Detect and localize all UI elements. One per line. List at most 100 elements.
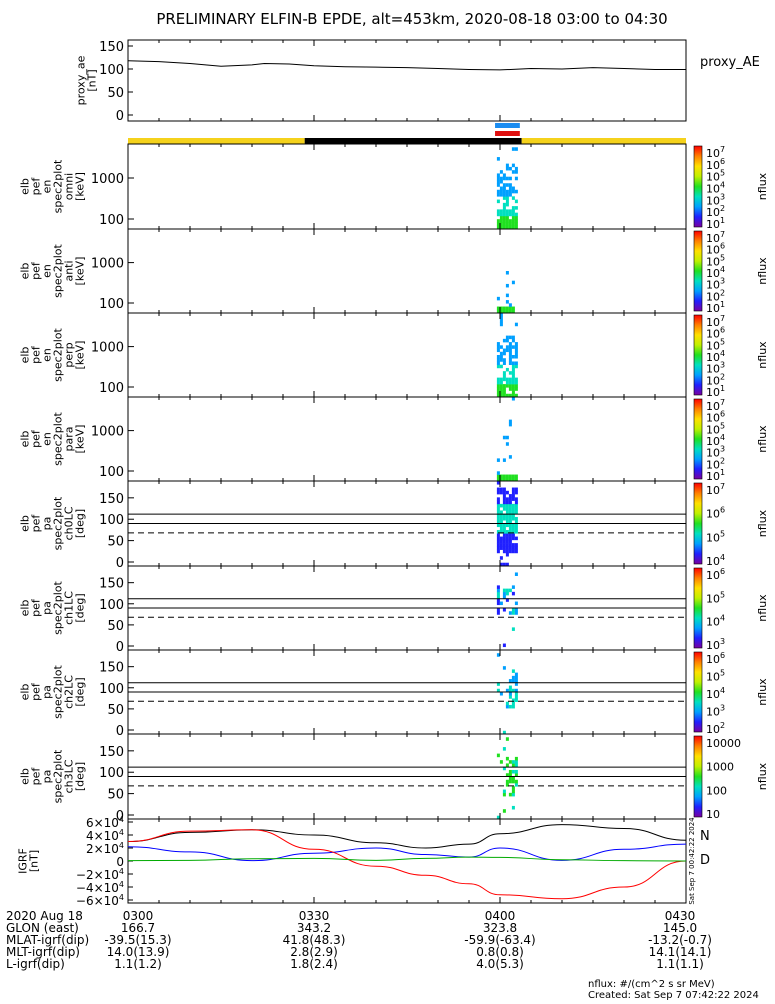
spectrogram-cell [505,546,509,550]
y-tick-label: 0 [116,724,124,739]
spectrogram-cell [502,526,506,531]
spectrogram-cell [502,186,506,191]
spectrogram-cell [496,364,500,369]
spectrogram-cell [499,546,503,550]
y-axis-label-line: pef [30,177,43,196]
spectrogram-cell [496,653,500,657]
spectrogram-cell [496,608,500,612]
spectrogram-cell [502,595,506,599]
spectrogram-cell [505,779,509,784]
y-axis-label-line: elb [19,515,32,532]
spectrogram-cell [496,503,500,508]
spectrogram-cell [514,536,518,541]
y-tick-label: 150 [99,492,124,507]
spectrogram-cell [502,792,506,797]
spectrogram-cell [514,760,518,764]
spectrogram-cell [514,779,518,784]
spectrogram-cell [508,685,512,690]
spectrogram-cell [505,193,509,197]
igrf-line-n [127,843,687,862]
spectrogram-cell [496,588,500,593]
spectrogram-cell [514,199,518,204]
colorbar [693,651,703,733]
y-axis-label-line: elb [19,600,32,617]
spectrogram-cell [511,474,515,479]
spectrogram-cell [508,611,512,615]
spectrogram-cell [508,539,512,544]
spectrogram-cell [511,513,515,518]
spectrogram-cell [502,546,506,550]
x-axis-tick-value: 0400 [485,909,516,923]
spectrogram-cell [508,393,512,398]
spectrogram-cell [502,549,506,554]
spectrogram-cell [514,773,518,777]
spectrogram-cell [508,225,512,230]
spectrogram-cell [505,380,509,385]
y-axis-label-line: spec2plot [52,412,65,466]
spectrogram-cell [502,377,506,382]
colorbar-tick-label: 101 [706,216,725,231]
spectrogram-cell [505,442,509,446]
x-axis-tick-value: 166.7 [121,921,155,935]
spectrogram-cell [508,704,512,709]
spectrogram-cell [496,598,500,602]
spectrogram-cell [508,384,512,388]
spectrogram-cell [508,510,512,514]
spectrogram-cell [499,487,503,492]
igrf-line-black [127,824,687,849]
y-axis-label-line: spec2plot [52,665,65,719]
colorbar [693,482,703,565]
x-axis-tick-value: 343.2 [297,921,331,935]
legend-d: D [700,853,710,868]
colorbar-tick-label: 103 [706,704,725,719]
spectrogram-cell [514,219,518,223]
x-axis-tick-value: 145.0 [663,921,697,935]
spectrogram-cell [511,779,515,784]
spectrogram-cell [499,189,503,194]
spectrogram-cell [496,342,500,346]
spectrogram-cell [508,760,512,764]
y-tick-label: 100 [99,766,124,781]
spectrogram-cell [502,494,506,498]
spectrogram-cell [514,688,518,693]
spectrogram-cell [499,543,503,547]
y-axis-label-line: pef [30,598,43,617]
spectrogram-cell [511,306,515,311]
spectrogram-cell [502,500,506,505]
spectrogram-cell [514,176,518,181]
spectrogram-cell [514,695,518,699]
spectrogram-cell [505,588,509,593]
spectrogram-cell [496,487,500,492]
spectrogram-cell [505,212,509,217]
spectrogram-cell [514,212,518,217]
spectrogram-cell [514,380,518,385]
colorbar-tick-label: 107 [706,398,725,413]
plot-background [128,229,686,313]
y-axis-label-line: [keV] [74,172,87,201]
spectrogram-cell [514,170,518,174]
spectrogram-cell [496,543,500,547]
spectrogram-cell [514,474,518,479]
x-axis-tick-value: -39.5(15.3) [104,933,171,947]
spectrogram-cell [505,309,509,314]
spectrogram-cell [502,666,506,670]
spectrogram-cell [514,682,518,686]
colorbar-tick-label: 107 [706,314,725,329]
y-tick-label: 0 [116,640,124,655]
y-axis-label-line: ch1LC [63,591,76,625]
colorbar-tick-label: 10000 [706,737,741,750]
spectrogram-cell [505,737,509,741]
spectrogram-cell [505,300,509,304]
spectrogram-cell [514,225,518,230]
y-tick-label: 100 [99,213,124,228]
spectrogram-cell [514,543,518,547]
spectrogram-cell [502,358,506,362]
y-axis-label-line: spec2plot [52,496,65,550]
spectrogram-cell [502,183,506,187]
spectrogram-cell [508,776,512,781]
y-tick-label: −6×104 [76,893,124,908]
proxy-ae-line [127,60,686,71]
spectrogram-cell [511,585,515,589]
